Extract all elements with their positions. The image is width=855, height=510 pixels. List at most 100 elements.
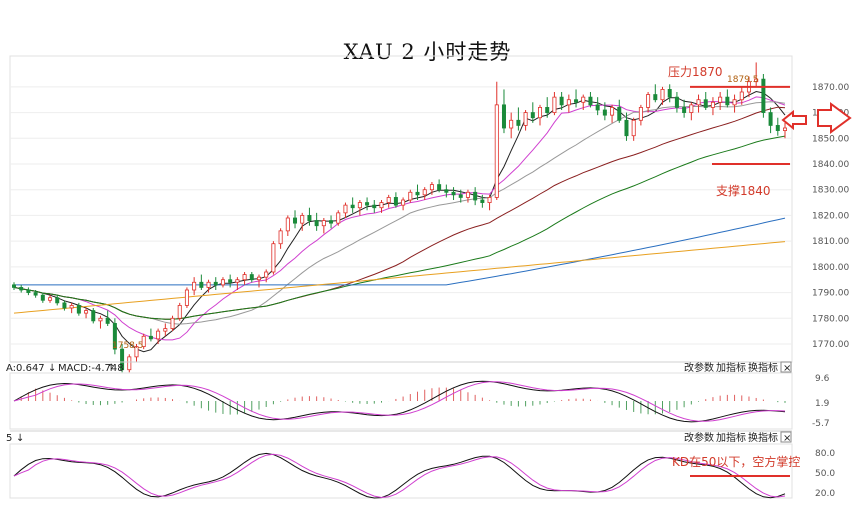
candle-body [285,217,290,232]
candle-body [559,96,564,106]
kd-note: KD在50以下，空方掌控 [672,454,800,469]
support-label: 支撑1840 [716,183,771,198]
macd-close-button[interactable] [780,361,792,373]
y-tick-label: 1770.00 [812,340,849,350]
macd-up-icon: ↑ [107,363,115,374]
candle-body [552,96,557,113]
candle-body [682,107,687,113]
candle-body [710,101,715,108]
candle-body [372,204,377,209]
candle-body [725,96,730,106]
candle-body [444,189,449,193]
candle-body [350,204,355,209]
y-tick-label: 1840.00 [812,160,849,170]
macd-add-indicator-button[interactable]: 加指标 [716,361,746,374]
ma-line-5 [13,90,786,353]
candle-body [624,119,629,137]
candle-body [242,274,247,281]
candle-body [112,323,117,350]
kd-add-indicator-button[interactable]: 加指标 [716,431,746,444]
kd-down-icon: ↓ [16,433,24,444]
y-tick-label: 1870.00 [812,83,849,93]
ma-line-60 [13,135,786,320]
ma-line-10 [13,96,786,341]
candle-body [581,96,586,103]
macd-panel [9,372,793,430]
main-panel [9,55,793,363]
macd-down-icon: ↓ [48,363,56,374]
candle-body [653,94,658,101]
candle-body [127,356,132,371]
candle-body [256,276,261,281]
candle-body [761,78,766,113]
y-tick-label: 1790.00 [812,289,849,299]
candle-body [451,191,456,196]
candle-body [523,112,528,126]
candle-body [228,279,233,283]
macd-close-icon: × [783,363,791,374]
candle-body [48,297,53,301]
candle-body [408,191,413,201]
candle-body [437,184,442,191]
kd-axis-bottom: 20.0 [815,489,835,499]
kd-axis-mid: 50.0 [815,469,835,479]
candle-body [55,297,60,304]
y-tick-label: 1800.00 [812,263,849,273]
kd-swap-indicator-button[interactable]: 换指标 [748,431,778,444]
ma-line-20 [13,101,786,325]
gridlines [10,86,792,345]
y-tick-label: 1810.00 [812,237,849,247]
macd-params-button[interactable]: 改参数 [684,361,714,374]
candle-body [545,107,550,113]
kd-value: 5 [6,433,12,444]
y-tick-label: 1850.00 [812,134,849,144]
kd-close-button[interactable] [780,431,792,443]
candle-body [595,104,600,111]
candle-body [718,96,723,103]
candle-body [429,184,434,191]
candle-body [610,107,615,116]
macd-value-a: A:0.647 [6,363,45,374]
candle-body [91,310,96,322]
candle-body [62,302,67,309]
macd-swap-indicator-button[interactable]: 换指标 [748,361,778,374]
candle-body [235,279,240,283]
candle-body [156,330,161,340]
kd-params-button[interactable]: 改参数 [684,431,714,444]
candle-body [177,305,182,319]
candle-body [293,217,298,224]
candle-body [638,107,643,121]
candle-body [783,127,788,131]
candle-body [76,305,81,314]
candle-body [473,191,478,201]
y-tick-label: 1820.00 [812,211,849,221]
candle-body [170,317,175,329]
arrow-right-icon [781,109,807,131]
key-levels [690,85,790,165]
candle-body [674,96,679,108]
candle-body [264,271,269,278]
candle-body [120,348,125,371]
candle-body [69,305,74,309]
ma-line-240 [13,241,786,314]
candle-body [98,317,103,322]
candle-body [516,119,521,126]
candle-body [343,204,348,214]
candle-body [33,292,38,296]
kd-series [13,452,790,499]
candle-body [249,274,254,281]
candle-body [754,78,759,83]
candle-body [703,99,708,108]
candle-body [768,112,773,126]
y-tick-label: 1830.00 [812,186,849,196]
kd-panel [9,443,793,499]
candle-body [494,104,499,198]
candle-body [480,199,485,203]
candle-body [422,189,427,196]
candle-body [588,96,593,106]
candle-body [465,191,470,198]
candle-body [148,335,153,340]
macd-axis-top: 9.6 [815,374,830,384]
candle-body [739,91,744,101]
